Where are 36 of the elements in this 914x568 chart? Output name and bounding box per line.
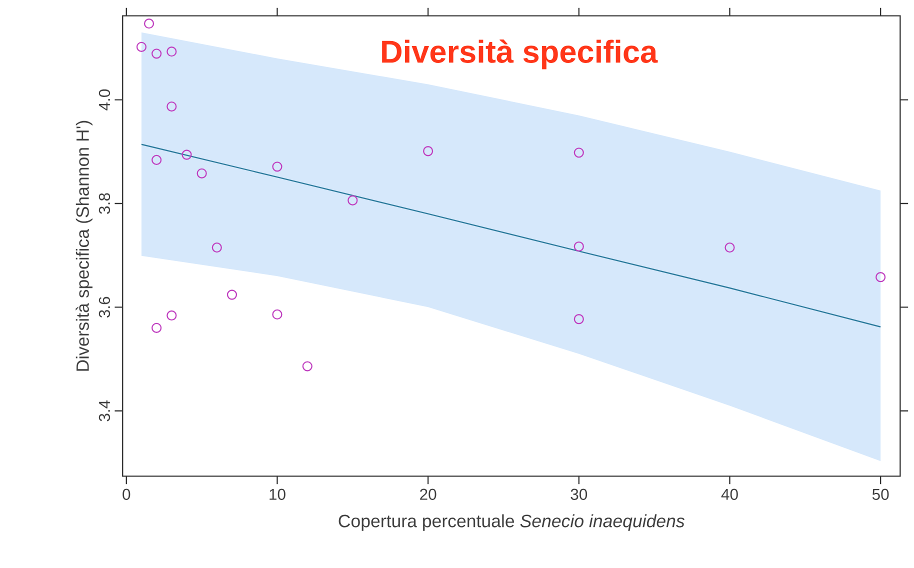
point	[272, 162, 282, 172]
point	[574, 314, 584, 324]
text: Diversità specifica	[382, 39, 658, 70]
point	[302, 361, 312, 372]
point	[724, 242, 735, 253]
point	[348, 195, 358, 206]
point	[144, 18, 154, 29]
point	[166, 310, 177, 321]
point	[166, 46, 177, 57]
point	[574, 241, 584, 252]
point	[182, 150, 192, 160]
point	[151, 48, 162, 59]
point	[226, 290, 238, 300]
x-tick-label: 50	[872, 488, 889, 500]
y-axis-title: Diversità specifica (Shannon H')	[76, 120, 92, 371]
point	[272, 309, 282, 320]
x-tick-label: 30	[570, 488, 588, 500]
point	[166, 101, 177, 112]
x-tick-label: 0	[122, 488, 130, 500]
x-tick-label: 40	[721, 488, 738, 500]
y-tick-label: 3.4	[98, 400, 110, 422]
y-tick-label: 3.8	[98, 193, 110, 214]
point	[151, 322, 162, 333]
x-tick-label: 10	[270, 488, 286, 500]
x-tick-label: 20	[420, 488, 436, 500]
y-tick-label: 4.0	[98, 89, 110, 110]
point	[151, 154, 162, 165]
point	[876, 272, 886, 282]
point	[574, 148, 584, 158]
point	[212, 242, 222, 253]
line-series	[140, 144, 882, 328]
x-axis-title: Copertura percentuale Senecio inaequidens	[338, 514, 684, 531]
point	[136, 42, 147, 52]
point	[422, 146, 434, 156]
point	[196, 168, 207, 178]
y-tick-label: 3.6	[98, 296, 110, 318]
